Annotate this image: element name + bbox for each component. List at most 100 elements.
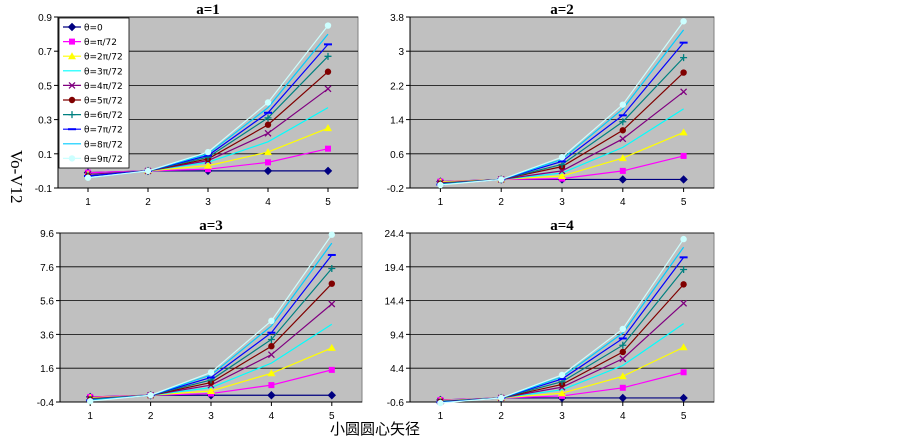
y-tick-label: 3 xyxy=(398,47,404,58)
legend-label: θ=π/72 xyxy=(84,38,117,48)
data-point xyxy=(324,22,332,29)
x-tick-label: 1 xyxy=(438,411,444,422)
series-9 xyxy=(87,231,335,405)
y-tick-label: 9.6 xyxy=(40,229,54,240)
legend-label: θ=6π/72 xyxy=(84,111,123,121)
legend-marker xyxy=(68,111,76,119)
data-point xyxy=(437,399,444,407)
x-tick-label: 4 xyxy=(269,411,275,422)
data-point xyxy=(680,69,687,76)
x-tick-label: 5 xyxy=(325,197,331,208)
data-point xyxy=(267,391,276,400)
data-point xyxy=(267,351,275,359)
data-point xyxy=(680,369,687,376)
x-tick-label: 4 xyxy=(620,411,626,422)
data-point xyxy=(498,394,505,402)
data-point xyxy=(204,148,212,156)
y-tick-label: 19.4 xyxy=(385,263,405,274)
y-tick-label: 9.4 xyxy=(390,330,404,341)
data-point xyxy=(618,154,627,162)
data-point xyxy=(328,231,335,238)
data-point xyxy=(558,389,566,397)
data-point xyxy=(618,175,628,184)
data-point xyxy=(328,366,335,373)
data-point xyxy=(268,382,275,389)
chart-title: a=4 xyxy=(550,218,574,234)
chart-panel-2: -0.2 0.6 1.4 2.2 3 3.8 1 2 3 4 5 a=2 xyxy=(387,2,715,208)
data-point xyxy=(437,181,444,189)
y-tick-label: -0.4 xyxy=(37,398,55,409)
x-tick-label: 4 xyxy=(265,197,271,208)
x-tick-label: 2 xyxy=(145,197,151,208)
data-point xyxy=(680,266,688,274)
data-point xyxy=(327,343,336,351)
legend-label: θ=9π/72 xyxy=(84,155,123,165)
x-tick-label: 1 xyxy=(87,411,93,422)
data-point xyxy=(619,118,627,126)
y-tick-label: 0.9 xyxy=(38,13,52,24)
legend-label: θ=0 xyxy=(84,24,103,34)
data-point xyxy=(679,393,688,403)
y-tick-label: 5.6 xyxy=(40,297,54,308)
y-tick-label: 14.4 xyxy=(385,297,405,308)
x-tick-label: 3 xyxy=(559,411,565,422)
y-tick-label: 4.4 xyxy=(390,364,404,375)
data-point xyxy=(267,335,275,343)
series-9 xyxy=(437,235,687,407)
data-point xyxy=(84,174,92,181)
data-point xyxy=(324,124,332,132)
data-point xyxy=(268,317,275,325)
data-point xyxy=(679,128,688,136)
y-tick-label: -0.6 xyxy=(387,398,405,409)
y-tick-label: 2.2 xyxy=(390,81,404,92)
legend-marker xyxy=(69,38,75,45)
data-point xyxy=(558,371,566,379)
data-point xyxy=(267,369,276,377)
legend-label: θ=7π/72 xyxy=(84,126,123,136)
data-point xyxy=(328,280,335,287)
x-tick-label: 1 xyxy=(438,197,444,208)
data-point xyxy=(498,176,505,183)
y-tick-label: 24.4 xyxy=(385,229,405,240)
data-point xyxy=(680,235,687,243)
chart-title: a=3 xyxy=(199,218,223,234)
y-tick-label: 3.8 xyxy=(390,13,404,24)
legend-label: θ=4π/72 xyxy=(84,82,123,92)
data-point xyxy=(207,387,215,395)
y-tick-label: 0.5 xyxy=(38,81,52,92)
x-tick-label: 5 xyxy=(329,411,335,422)
legend-label: θ=2π/72 xyxy=(84,53,123,63)
data-point xyxy=(680,88,688,96)
x-axis-label: 小圆圆心矢径 xyxy=(330,420,421,438)
x-tick-label: 5 xyxy=(681,197,687,208)
chart-title: a=1 xyxy=(196,2,220,18)
data-point xyxy=(324,52,332,60)
data-point xyxy=(268,343,275,350)
y-tick-label: 1.6 xyxy=(40,364,54,375)
chart-panel-3: -0.4 1.6 3.6 5.6 7.6 9.6 1 2 3 4 5 a=3 xyxy=(37,218,363,422)
data-point xyxy=(558,154,566,161)
data-point xyxy=(680,54,688,62)
x-tick-label: 3 xyxy=(208,411,214,422)
y-tick-label: 0.6 xyxy=(390,150,404,161)
legend-marker xyxy=(68,96,76,104)
y-tick-label: 7.6 xyxy=(40,263,54,274)
x-tick-label: 4 xyxy=(620,197,626,208)
legend-label: θ=5π/72 xyxy=(84,97,123,107)
y-tick-label: 0.3 xyxy=(38,116,52,127)
series-9 xyxy=(437,18,687,189)
legend-marker xyxy=(68,81,76,89)
data-point xyxy=(264,99,272,106)
y-tick-label: 1.4 xyxy=(390,116,404,127)
data-point xyxy=(264,129,272,137)
data-point xyxy=(325,145,331,152)
data-point xyxy=(324,85,332,93)
data-point xyxy=(324,68,332,75)
data-point xyxy=(207,369,215,376)
x-tick-label: 3 xyxy=(205,197,211,208)
legend-marker xyxy=(68,155,76,162)
legend-label: θ=3π/72 xyxy=(84,67,123,77)
data-point xyxy=(680,152,687,159)
x-tick-label: 2 xyxy=(498,411,504,422)
